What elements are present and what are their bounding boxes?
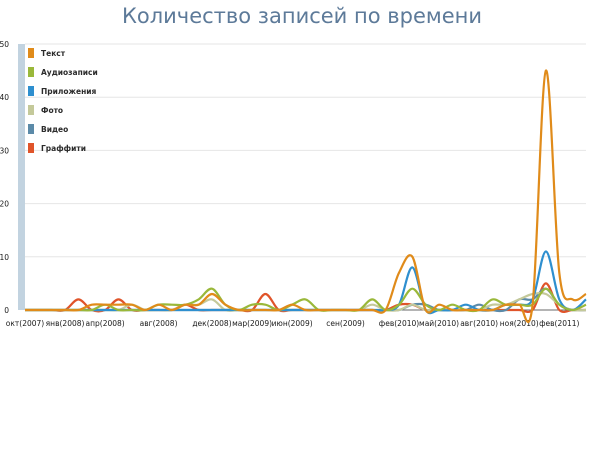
x-tick-label: дек(2008): [192, 319, 231, 328]
legend-swatch: [28, 124, 34, 134]
x-tick-label: авг(2010): [460, 319, 498, 328]
y-tick-label: 30: [0, 146, 9, 155]
x-tick-label: фев(2011): [539, 319, 579, 328]
chart-title: Количество записей по времени: [121, 4, 483, 28]
x-tick-label: фев(2010): [379, 319, 419, 328]
x-tick-label: сен(2009): [326, 319, 365, 328]
legend-swatch: [28, 143, 34, 153]
legend-swatch: [28, 67, 34, 77]
y-tick-label: 0: [4, 306, 9, 315]
legend-label[interactable]: Видео: [41, 125, 68, 134]
legend-label[interactable]: Фото: [41, 106, 63, 115]
series-line: [25, 287, 587, 313]
y-axis-band: [18, 44, 25, 310]
y-tick-label: 40: [0, 93, 9, 102]
x-tick-label: янв(2008): [46, 319, 85, 328]
x-axis-ticks: окт(2007) янв(2008) апр(2008) авг(2008) дек(…: [6, 319, 580, 328]
legend-label[interactable]: Граффити: [41, 144, 86, 153]
gridlines: [25, 43, 586, 258]
y-tick-label: 20: [0, 200, 9, 209]
x-tick-label: май(2010): [419, 319, 459, 328]
legend: Текст Аудиозаписи Приложения Фото Видео Графф…: [28, 48, 98, 153]
x-tick-label: ноя(2010): [500, 319, 539, 328]
legend-label[interactable]: Приложения: [41, 87, 97, 96]
y-axis-ticks: 0 10 20 30 40 50: [0, 40, 9, 315]
y-tick-label: 10: [0, 253, 9, 262]
series-line: [25, 69, 587, 323]
legend-label[interactable]: Текст: [41, 49, 66, 58]
y-tick-label: 50: [0, 40, 9, 49]
x-tick-label: июн(2009): [272, 319, 313, 328]
series-lines: [25, 69, 587, 323]
series-line: [25, 282, 586, 314]
legend-swatch: [28, 48, 34, 58]
x-tick-label: авг(2008): [140, 319, 178, 328]
legend-swatch: [28, 86, 34, 96]
legend-swatch: [28, 105, 34, 115]
x-tick-label: окт(2007): [6, 319, 45, 328]
x-tick-label: апр(2008): [86, 319, 125, 328]
legend-label[interactable]: Аудиозаписи: [41, 68, 98, 77]
x-tick-label: мар(2009): [232, 319, 272, 328]
